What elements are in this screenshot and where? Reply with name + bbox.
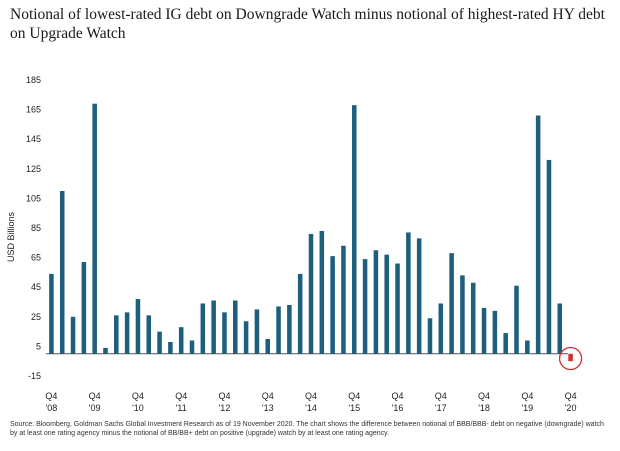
bar bbox=[168, 341, 173, 354]
x-tick-label-year: '14 bbox=[305, 403, 317, 413]
y-tick-label: 65 bbox=[31, 253, 41, 263]
bar bbox=[373, 250, 379, 354]
x-tick-label-year: '15 bbox=[348, 403, 360, 413]
bar bbox=[287, 304, 292, 354]
source-note: Source: Bloomberg, Goldman Sachs Global … bbox=[10, 421, 604, 437]
x-tick-label-quarter: Q4 bbox=[521, 391, 533, 401]
bar bbox=[427, 318, 433, 354]
bar bbox=[384, 254, 389, 354]
bar bbox=[233, 300, 238, 354]
bar bbox=[449, 253, 454, 354]
bar bbox=[503, 333, 508, 354]
x-tick-label-year: '20 bbox=[565, 403, 577, 413]
bar bbox=[362, 259, 368, 354]
y-tick-label: 5 bbox=[36, 341, 41, 351]
y-tick-label: 165 bbox=[26, 105, 41, 115]
x-tick-label-quarter: Q4 bbox=[45, 391, 57, 401]
x-tick-label-quarter: Q4 bbox=[262, 391, 274, 401]
x-tick-label-quarter: Q4 bbox=[392, 391, 404, 401]
bar bbox=[265, 339, 270, 354]
x-tick-label-quarter: Q4 bbox=[218, 391, 230, 401]
bar bbox=[59, 191, 65, 354]
x-tick-label-year: '08 bbox=[46, 403, 58, 413]
bar bbox=[243, 321, 249, 354]
x-tick-label-quarter: Q4 bbox=[478, 391, 490, 401]
bar bbox=[222, 312, 227, 354]
highlight-marks bbox=[558, 346, 583, 371]
bar bbox=[395, 263, 400, 354]
x-tick-label-quarter: Q4 bbox=[89, 391, 101, 401]
bar bbox=[178, 327, 184, 354]
bar bbox=[49, 273, 54, 354]
chart-title: Notional of lowest-rated IG debt on Down… bbox=[10, 6, 605, 42]
bar bbox=[546, 159, 552, 354]
x-tick-label-quarter: Q4 bbox=[565, 391, 577, 401]
bar bbox=[535, 115, 541, 354]
bar bbox=[124, 312, 130, 354]
bar bbox=[557, 303, 563, 354]
x-tick-label-year: '18 bbox=[478, 403, 490, 413]
bar bbox=[481, 307, 487, 354]
y-axis: 185 165 145 125 105 85 65 45 25 5 -15 bbox=[26, 75, 568, 381]
y-tick-label: 25 bbox=[31, 312, 41, 322]
highlight-circle bbox=[558, 346, 583, 371]
x-tick-label-quarter: Q4 bbox=[348, 391, 360, 401]
bar bbox=[416, 238, 422, 354]
bar bbox=[341, 245, 346, 354]
bar bbox=[254, 309, 260, 354]
bar bbox=[200, 303, 206, 354]
x-tick-label-year: '17 bbox=[435, 403, 447, 413]
bar bbox=[103, 347, 108, 354]
bar bbox=[146, 315, 152, 354]
y-tick-label: 45 bbox=[31, 282, 41, 292]
bar bbox=[460, 275, 465, 354]
bar bbox=[70, 316, 76, 354]
y-tick-label: 145 bbox=[26, 134, 41, 144]
y-tick-label: 185 bbox=[26, 75, 41, 85]
bar bbox=[319, 230, 325, 354]
bar bbox=[514, 285, 519, 354]
bar bbox=[92, 103, 97, 354]
y-tick-label: -15 bbox=[28, 371, 41, 381]
bar bbox=[157, 331, 162, 354]
x-tick-label-quarter: Q4 bbox=[305, 391, 317, 401]
bar bbox=[438, 303, 444, 354]
x-tick-label-year: '19 bbox=[521, 403, 533, 413]
x-tick-label-quarter: Q4 bbox=[175, 391, 187, 401]
y-tick-label: 105 bbox=[26, 193, 41, 203]
bar bbox=[351, 105, 357, 354]
x-tick-label-year: '11 bbox=[176, 403, 187, 413]
x-tick-label-year: '09 bbox=[89, 403, 101, 413]
bar bbox=[114, 315, 119, 354]
y-axis-label: USD Billions bbox=[6, 211, 16, 262]
bar bbox=[492, 310, 498, 354]
bar bbox=[330, 256, 335, 354]
x-axis: Q4 '08 Q4 '09 Q4 '10 Q4 '11 Q4 '12 Q4 '13 Q4 '14 Q4 '15… bbox=[45, 391, 576, 413]
x-tick-label-year: '13 bbox=[262, 403, 274, 413]
x-tick-label-quarter: Q4 bbox=[132, 391, 144, 401]
bar bbox=[211, 300, 216, 354]
bar bbox=[525, 340, 530, 354]
x-tick-label-year: '10 bbox=[132, 403, 144, 413]
y-tick-label: 125 bbox=[26, 164, 41, 174]
bar bbox=[297, 273, 303, 354]
bar bbox=[135, 299, 141, 354]
bars bbox=[49, 103, 573, 362]
bar bbox=[189, 340, 195, 354]
bar bbox=[308, 233, 314, 354]
bar bbox=[470, 282, 476, 354]
bar bbox=[568, 353, 573, 362]
x-tick-label-year: '12 bbox=[219, 403, 231, 413]
x-tick-label-quarter: Q4 bbox=[435, 391, 447, 401]
bar bbox=[406, 232, 411, 354]
bar bbox=[276, 306, 281, 354]
bar bbox=[81, 262, 87, 354]
x-tick-label-year: '16 bbox=[392, 403, 404, 413]
y-tick-label: 85 bbox=[31, 223, 41, 233]
